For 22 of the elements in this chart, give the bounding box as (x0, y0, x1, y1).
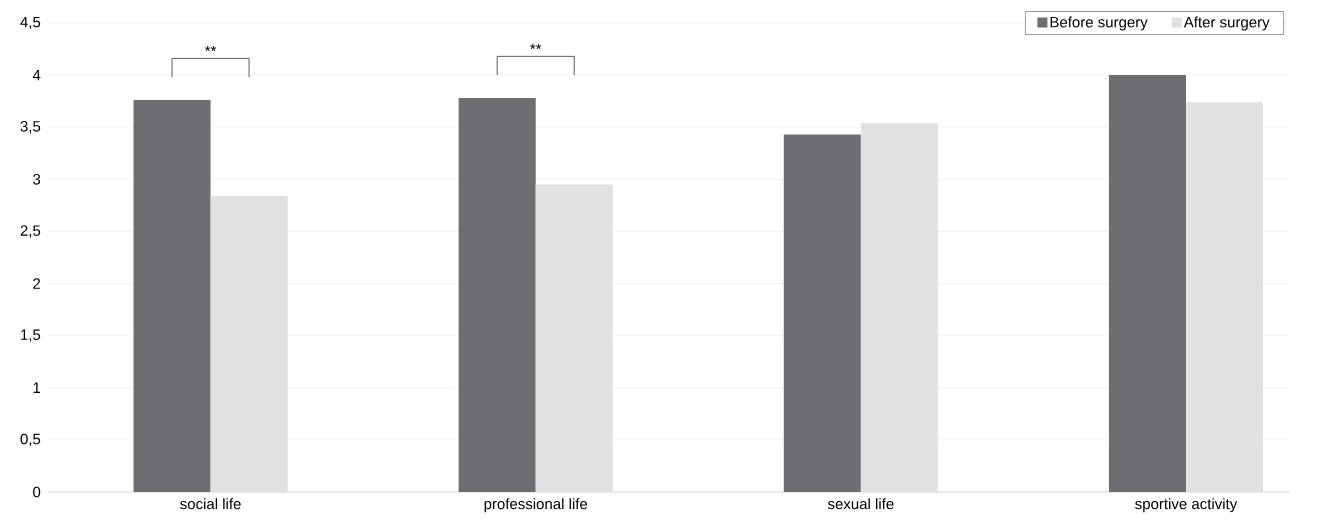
y-tick-label: 3,5 (20, 121, 41, 134)
y-tick-label: 1 (33, 382, 41, 393)
bar (1108, 75, 1186, 492)
legend-label: Before surgery (1050, 16, 1148, 31)
annotation: ** (204, 45, 217, 52)
x-tick-label: sportive activity (1135, 498, 1238, 513)
y-tick-label: 1,5 (21, 329, 41, 342)
y-tick-label: 4,5 (20, 16, 41, 30)
bar (458, 98, 536, 492)
annotation: ** (530, 43, 542, 50)
bar (133, 100, 211, 492)
x-tick-label: sexual life (827, 498, 894, 510)
y-tick-label: 0,5 (20, 433, 41, 447)
x-tick-label: social life (180, 498, 241, 510)
y-tick-label: 2,5 (20, 225, 41, 238)
x-tick-label: professional life (484, 498, 588, 513)
y-tick-label: 2 (33, 278, 41, 289)
y-tick-label: 3 (33, 174, 41, 185)
legend-label: After surgery (1183, 16, 1270, 31)
y-tick-label: 0 (33, 486, 41, 498)
bar (783, 134, 861, 492)
y-tick-label: 4 (32, 69, 41, 81)
